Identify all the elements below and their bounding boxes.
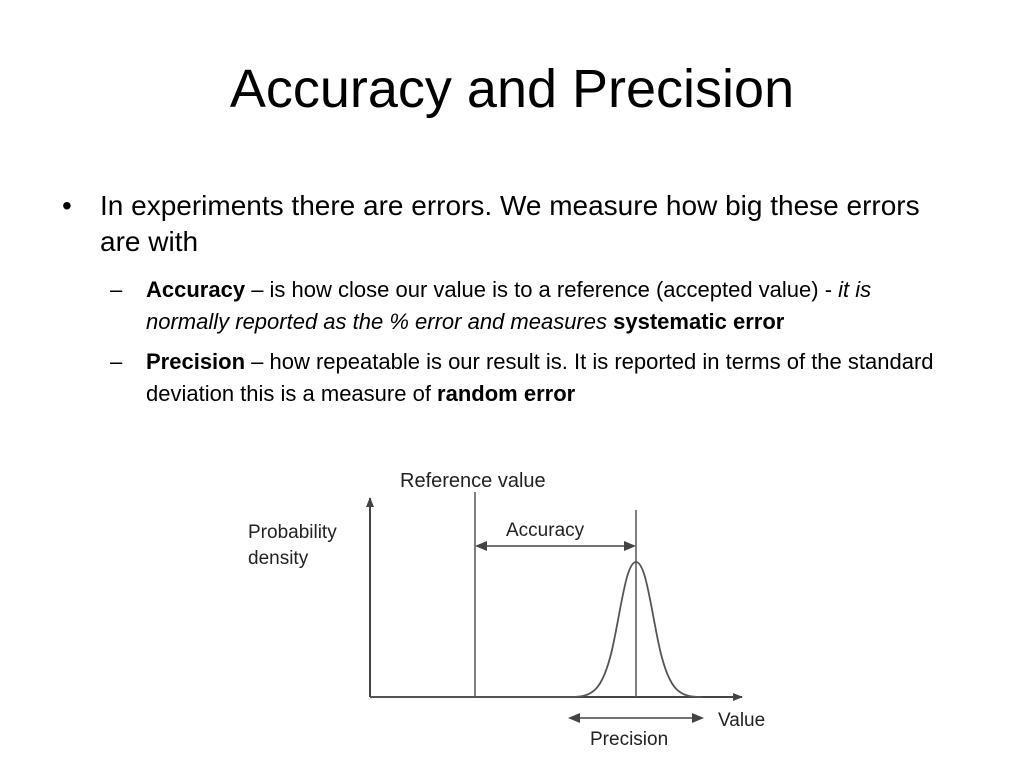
bullet-dot-icon: • <box>62 190 72 221</box>
precision-label: Precision <box>590 729 668 750</box>
reference-value-label: Reference value <box>400 470 546 492</box>
accuracy-label: Accuracy <box>506 520 585 541</box>
precision-term: Precision <box>146 349 246 374</box>
distribution-curve <box>370 561 703 698</box>
dash-icon: – <box>110 349 123 374</box>
dash-icon: – <box>110 277 123 302</box>
slide-title: Accuracy and Precision <box>229 59 795 119</box>
precision-definition: – how repeatable is our result is. It is… <box>146 349 934 406</box>
y-axis-label-line2: density <box>248 548 309 569</box>
accuracy-arrow-left-head <box>475 541 487 551</box>
accuracy-definition-italic: it is normally reported as the % error a… <box>146 277 872 334</box>
sub-bullet-accuracy: – Accuracy – is how close our value is t… <box>60 274 960 338</box>
accuracy-term: Accuracy <box>146 277 246 302</box>
bullet-item: • In experiments there are errors. We me… <box>60 188 960 260</box>
systematic-error-term: systematic error <box>613 309 785 334</box>
precision-arrow-left-head <box>568 713 580 723</box>
y-axis-label-line1: Probability <box>248 522 337 543</box>
accuracy-definition: – is how close our value is to a referen… <box>245 277 839 302</box>
precision-arrow-right-head <box>692 713 704 723</box>
accuracy-arrow-right-head <box>624 541 636 551</box>
random-error-term: random error <box>437 381 576 406</box>
bullet-text: In experiments there are errors. We meas… <box>100 190 920 257</box>
accuracy-precision-diagram: Reference value Probability density Accu… <box>248 470 765 750</box>
sub-bullet-precision: – Precision – how repeatable is our resu… <box>60 346 960 410</box>
x-axis-label: Value <box>718 710 765 731</box>
bullet-list: • In experiments there are errors. We me… <box>60 188 960 410</box>
